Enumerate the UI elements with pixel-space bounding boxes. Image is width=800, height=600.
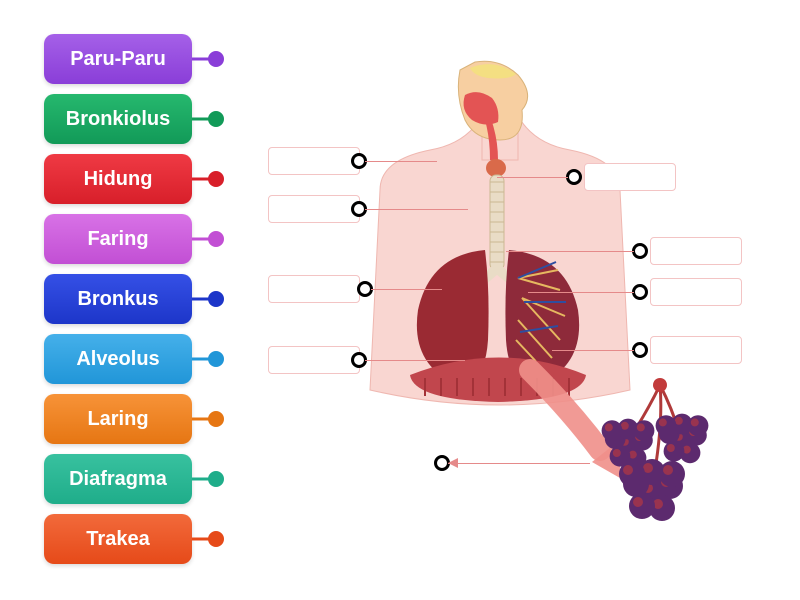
connector-dot — [208, 411, 224, 427]
label-paru-paru[interactable]: Paru-Paru — [44, 34, 192, 84]
leader-arrowhead — [448, 458, 458, 468]
connector-dot — [208, 231, 224, 247]
connector-dot — [208, 171, 224, 187]
leader-line — [371, 289, 442, 290]
label-trakea[interactable]: Trakea — [44, 514, 192, 564]
target-diafragma-slot[interactable] — [268, 346, 360, 374]
target-paru-paru-slot[interactable] — [268, 275, 360, 303]
label-alveolus[interactable]: Alveolus — [44, 334, 192, 384]
target-faring-slot[interactable] — [268, 195, 360, 223]
leader-line — [506, 251, 634, 252]
connector-dot — [208, 291, 224, 307]
leader-line — [365, 360, 465, 361]
target-bronkus-slot[interactable] — [650, 278, 742, 306]
leader-line — [365, 161, 437, 162]
target-trakea-ring[interactable] — [632, 243, 648, 259]
target-bronkiolus-ring[interactable] — [632, 342, 648, 358]
anatomy-diagram — [260, 40, 770, 560]
connector-dot — [208, 111, 224, 127]
target-laring-slot[interactable] — [584, 163, 676, 191]
target-laring-ring[interactable] — [566, 169, 582, 185]
target-trakea-slot[interactable] — [650, 237, 742, 265]
label-bronkiolus[interactable]: Bronkiolus — [44, 94, 192, 144]
connector-dot — [208, 51, 224, 67]
target-hidung-slot[interactable] — [268, 147, 360, 175]
leader-line — [448, 463, 590, 464]
label-hidung[interactable]: Hidung — [44, 154, 192, 204]
target-bronkiolus-slot[interactable] — [650, 336, 742, 364]
target-bronkus-ring[interactable] — [632, 284, 648, 300]
connector-dot — [208, 351, 224, 367]
connector-dot — [208, 531, 224, 547]
label-faring[interactable]: Faring — [44, 214, 192, 264]
leader-line — [528, 292, 634, 293]
leader-line — [365, 209, 468, 210]
leader-line — [497, 177, 568, 178]
label-laring[interactable]: Laring — [44, 394, 192, 444]
draggable-labels-column: Paru-Paru Bronkiolus Hidung Faring Bronkus Al… — [44, 34, 224, 564]
label-bronkus[interactable]: Bronkus — [44, 274, 192, 324]
label-diafragma[interactable]: Diafragma — [44, 454, 192, 504]
leader-line — [552, 350, 634, 351]
connector-dot — [208, 471, 224, 487]
